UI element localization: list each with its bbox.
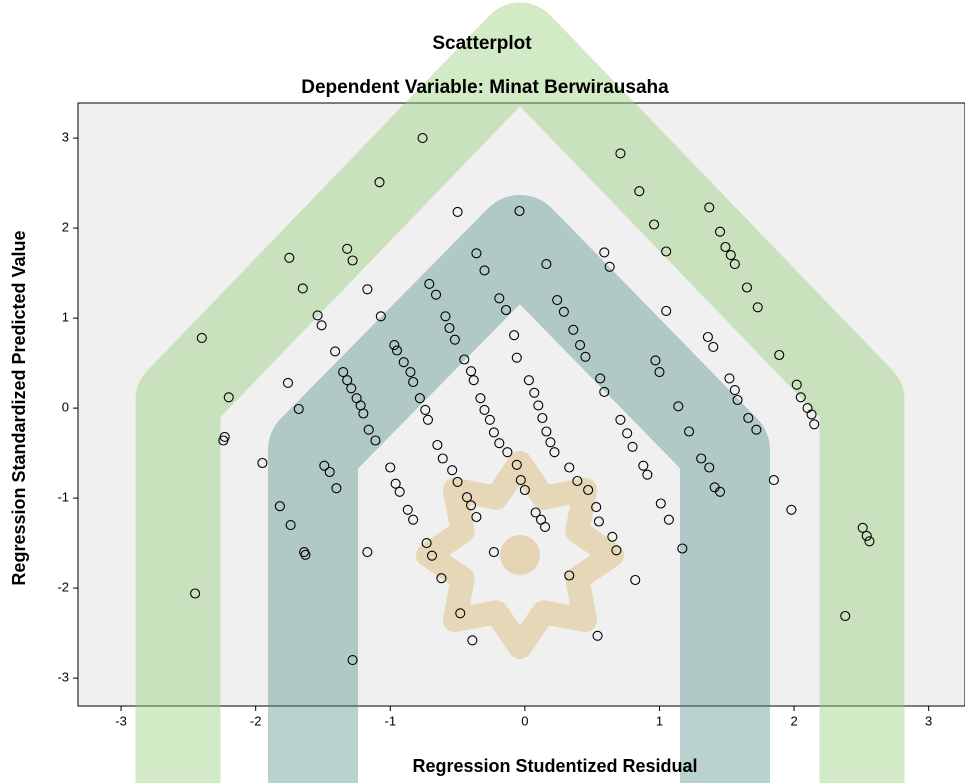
x-tick-label: -3	[115, 713, 127, 728]
y-tick-label: 2	[62, 220, 69, 235]
x-axis-label: Regression Studentized Residual	[412, 756, 697, 776]
y-tick-label: 3	[62, 130, 69, 145]
y-tick-label: 0	[62, 400, 69, 415]
chart-subtitle: Dependent Variable: Minat Berwirausaha	[301, 77, 669, 98]
x-tick-label: 0	[521, 713, 528, 728]
plot-area	[78, 103, 965, 706]
x-tick-label: -2	[250, 713, 262, 728]
chart-title: Scatterplot	[432, 33, 532, 54]
x-tick-label: 1	[656, 713, 663, 728]
y-tick-label: -1	[57, 490, 69, 505]
x-tick-label: -1	[384, 713, 396, 728]
chart: Scatterplot Dependent Variable: Minat Be…	[0, 0, 965, 783]
x-tick-label: 3	[925, 713, 932, 728]
y-axis-label: Regression Standardized Predicted Value	[9, 230, 29, 585]
x-tick-label: 2	[790, 713, 797, 728]
y-tick-label: -3	[57, 670, 69, 685]
y-tick-label: 1	[62, 310, 69, 325]
page: {"chart_data": {"type": "scatter", "titl…	[0, 0, 965, 783]
y-tick-label: -2	[57, 580, 69, 595]
